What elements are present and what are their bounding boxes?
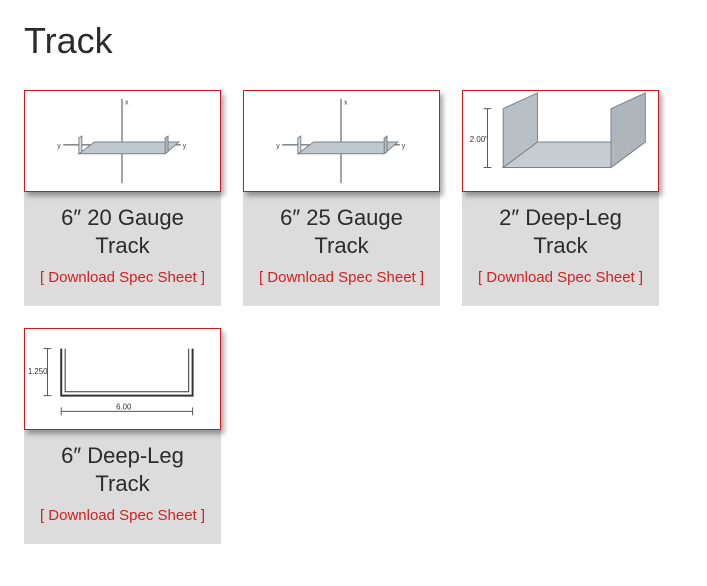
svg-text:y: y [183,143,187,150]
channel-axes-icon[interactable]: x y y [243,90,440,192]
svg-text:1.250: 1.250 [28,367,48,376]
download-spec-link[interactable]: [ Download Spec Sheet ] [259,269,424,286]
deep-leg-3d-icon[interactable]: 2.00" [462,90,659,192]
product-title: 2″ Deep-Leg Track [462,204,659,259]
product-card: x y y 6″ 25 Gauge Track [ Download Spec S… [243,90,440,306]
product-card: 1.250 6.00 6″ Deep-Leg Track [ Download S… [24,328,221,544]
channel-axes-icon[interactable]: x y y [24,90,221,192]
svg-text:x: x [344,100,348,107]
deep-leg-2d-icon[interactable]: 1.250 6.00 [24,328,221,430]
product-title: 6″ 25 Gauge Track [243,204,440,259]
product-title: 6″ 20 Gauge Track [24,204,221,259]
download-spec-link[interactable]: [ Download Spec Sheet ] [478,269,643,286]
product-title: 6″ Deep-Leg Track [24,442,221,497]
page-title: Track [24,20,683,62]
svg-text:y: y [57,143,61,150]
download-spec-link[interactable]: [ Download Spec Sheet ] [40,507,205,524]
svg-text:6.00: 6.00 [116,402,132,411]
product-grid: x y y 6″ 20 Gauge Track [ Download Spec S… [24,90,683,544]
svg-text:y: y [402,143,406,150]
svg-text:x: x [125,100,129,107]
svg-text:y: y [276,143,280,150]
download-spec-link[interactable]: [ Download Spec Sheet ] [40,269,205,286]
product-card: 2.00" 2″ Deep-Leg Track [ Download Spec S… [462,90,659,306]
svg-text:2.00": 2.00" [470,135,488,144]
product-card: x y y 6″ 20 Gauge Track [ Download Spec S… [24,90,221,306]
